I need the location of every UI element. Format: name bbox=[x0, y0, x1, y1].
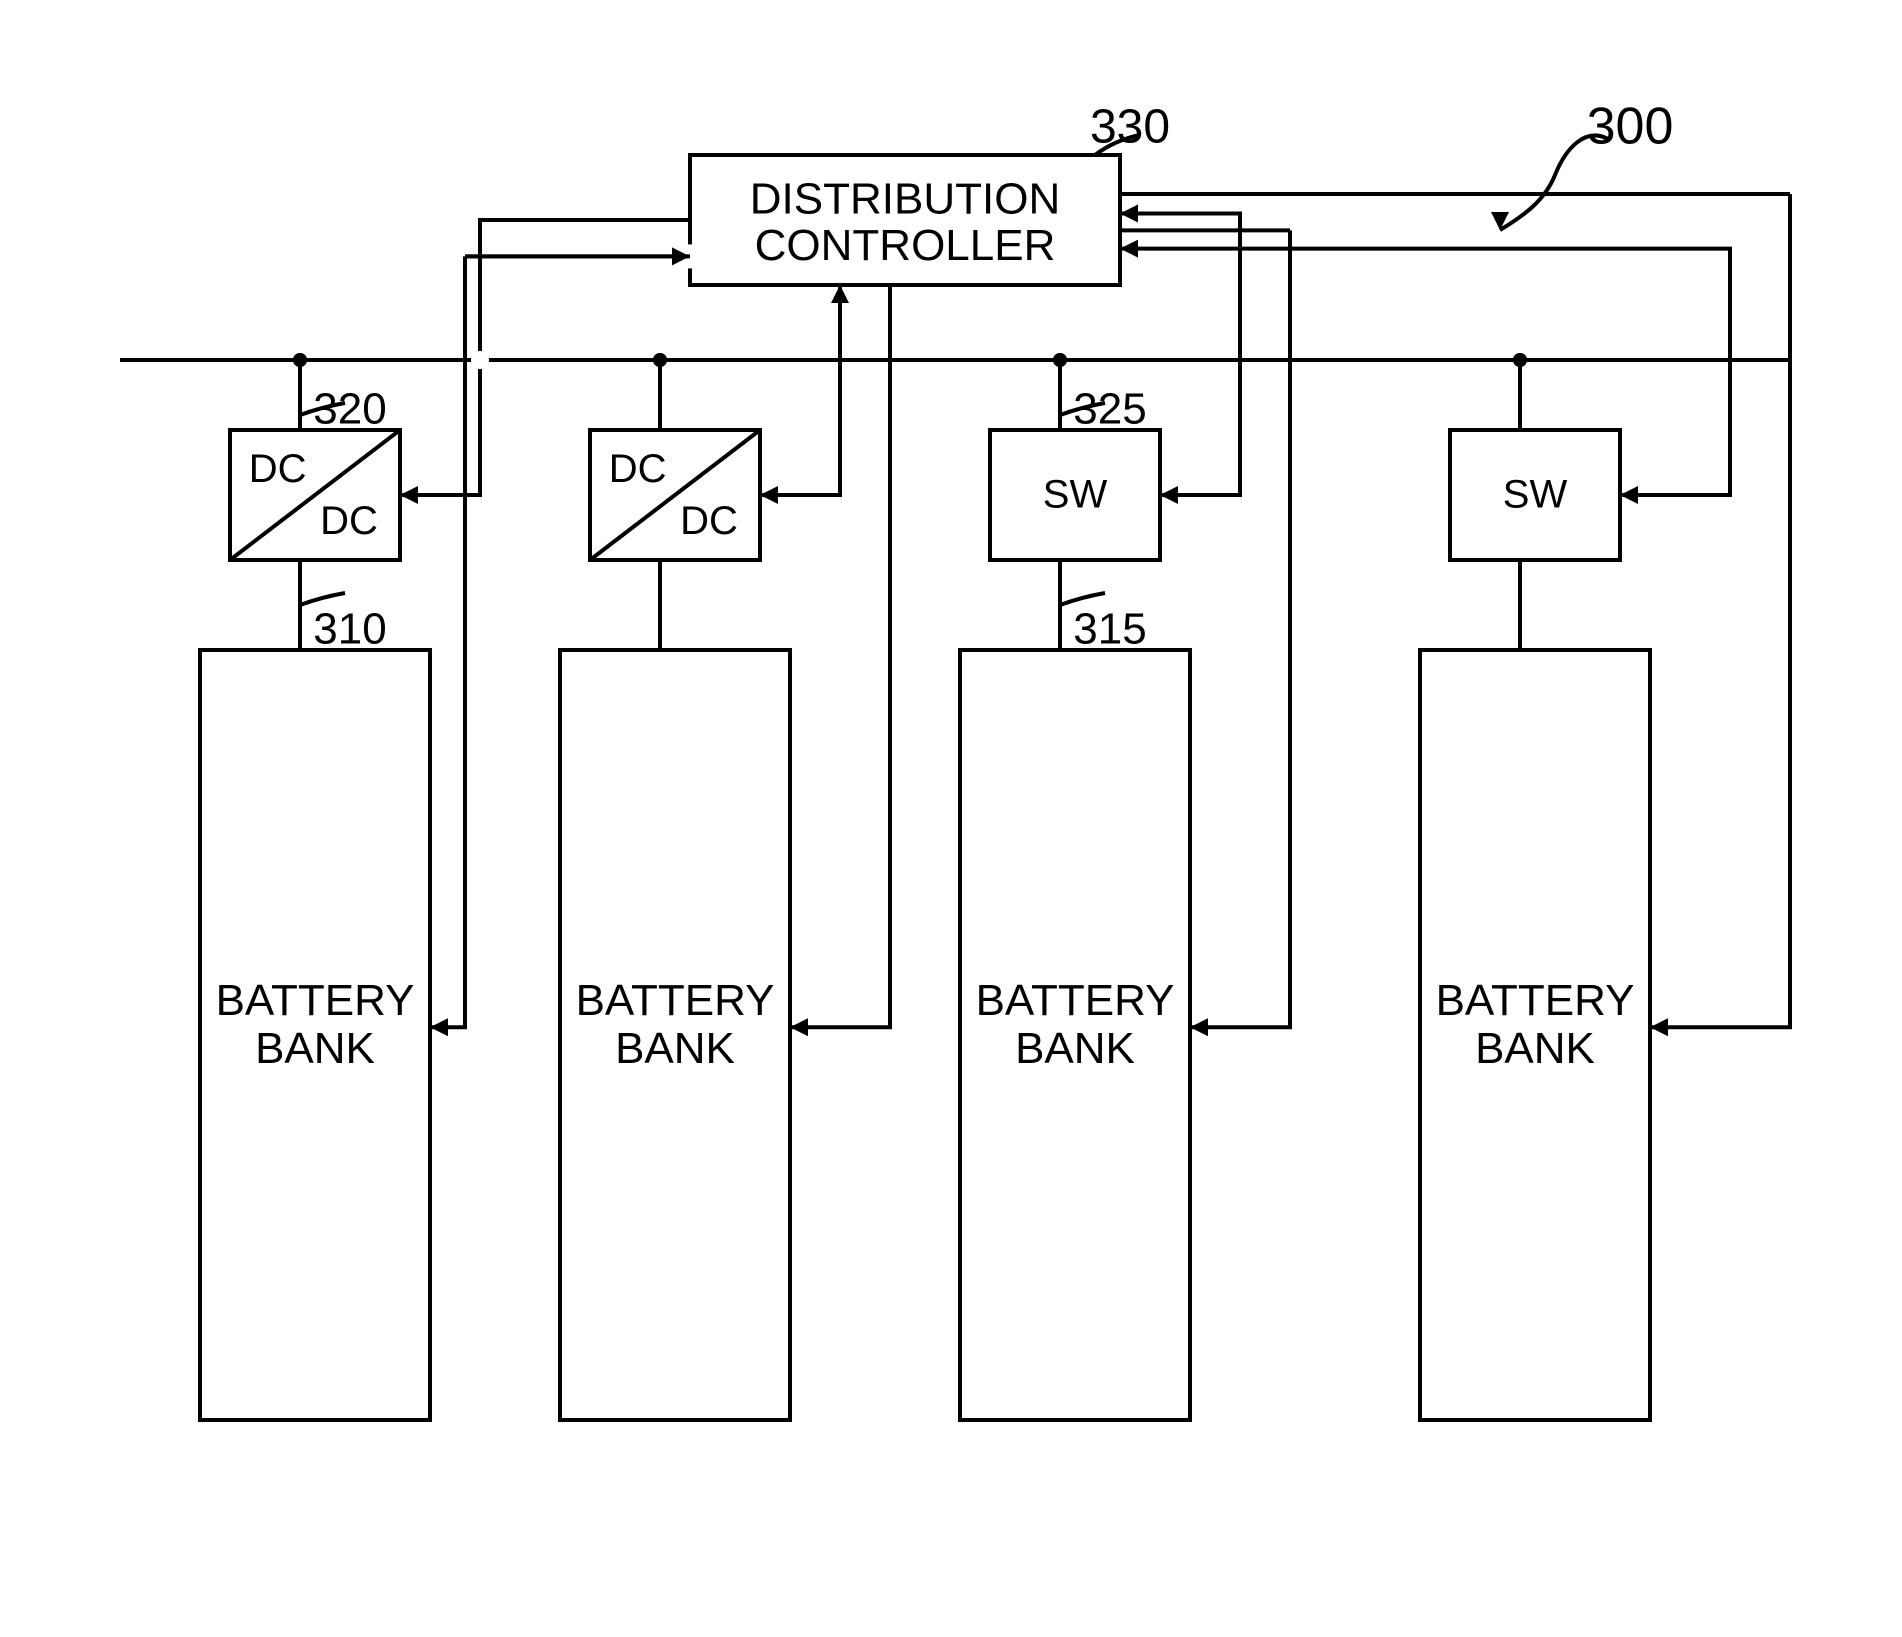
battery-bank-label: BATTERY bbox=[576, 976, 775, 1025]
svg-text:BANK: BANK bbox=[255, 1024, 375, 1073]
ref-330: 330 bbox=[1090, 101, 1170, 154]
ref-310: 310 bbox=[313, 605, 386, 654]
figure-ref-300: 300 bbox=[1587, 98, 1674, 156]
dcdc-label-top: DC bbox=[609, 447, 667, 491]
dcdc-label-bottom: DC bbox=[680, 499, 738, 543]
ref-315: 315 bbox=[1073, 605, 1146, 654]
battery-bank-label: BATTERY bbox=[976, 976, 1175, 1025]
battery-bank-label: BATTERY bbox=[1436, 976, 1635, 1025]
dcdc-label-top: DC bbox=[249, 447, 307, 491]
sw-label: SW bbox=[1503, 473, 1568, 517]
distribution-controller-label: DISTRIBUTION bbox=[750, 174, 1060, 223]
svg-text:BANK: BANK bbox=[1015, 1024, 1135, 1073]
dcdc-label-bottom: DC bbox=[320, 499, 378, 543]
svg-text:BANK: BANK bbox=[615, 1024, 735, 1073]
battery-bank-label: BATTERY bbox=[216, 976, 415, 1025]
svg-text:BANK: BANK bbox=[1475, 1024, 1595, 1073]
block-diagram: 300DISTRIBUTIONCONTROLLER330DCDC320BATTE… bbox=[0, 0, 1902, 1637]
svg-text:CONTROLLER: CONTROLLER bbox=[755, 221, 1056, 270]
sw-label: SW bbox=[1043, 473, 1108, 517]
